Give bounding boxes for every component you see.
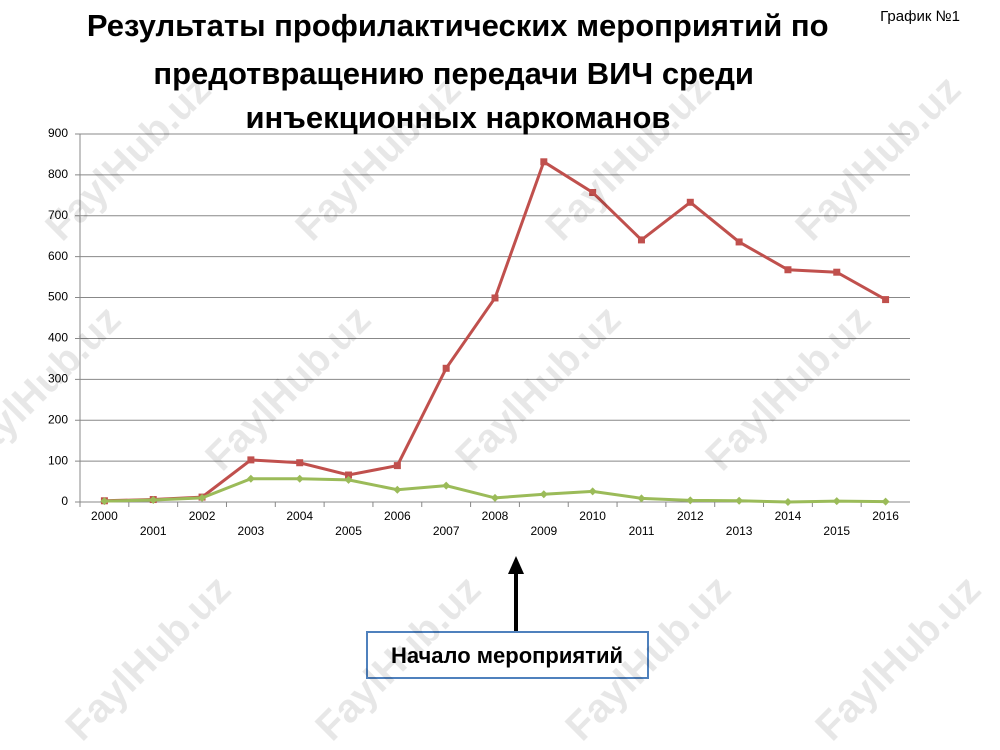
y-tick-label: 900: [48, 126, 68, 140]
chart-label: График №1: [880, 8, 960, 25]
marker: [295, 474, 304, 483]
x-tick-label: 2010: [579, 509, 606, 523]
watermark: FaylHub.uz: [0, 297, 129, 479]
marker: [296, 459, 304, 467]
x-tick-label: 2009: [530, 524, 557, 538]
x-tick-label: 2008: [482, 509, 509, 523]
watermark: FaylHub.uz: [287, 67, 469, 249]
title-line: Результаты профилактических мероприятий …: [87, 8, 829, 43]
annotation: Начало мероприятий: [391, 643, 623, 668]
marker: [345, 471, 353, 479]
marker: [539, 490, 548, 499]
chart-title: Результаты профилактических мероприятий …: [87, 8, 837, 135]
marker: [149, 495, 158, 504]
x-tick-label: 2001: [140, 524, 167, 538]
watermark: FaylHub.uz: [697, 297, 879, 479]
background-layer: 0 100 200 300 400 500 600 700 800 900 2000 2001 2002…: [48, 126, 910, 538]
marker: [832, 497, 841, 506]
y-tick-label: 500: [48, 290, 68, 304]
arrow-head: [508, 556, 524, 574]
marker: [588, 487, 597, 496]
x-tick-label: 2004: [286, 509, 313, 523]
title-line: предотвращению передачи ВИЧ среди: [153, 56, 754, 91]
y-tick-label: 300: [48, 372, 68, 386]
marker: [393, 485, 402, 494]
marker: [783, 498, 792, 506]
x-tick-label: 2006: [384, 509, 411, 523]
y-tick-label: 800: [48, 167, 68, 181]
x-tick-label: 2013: [726, 524, 753, 538]
marker: [637, 236, 645, 244]
marker: [882, 296, 890, 304]
watermark: FaylHub.uz: [37, 67, 219, 249]
marker: [735, 238, 743, 246]
marker: [833, 268, 841, 276]
marker: [686, 496, 695, 505]
marker: [686, 198, 694, 206]
x-tick-label: 2007: [433, 524, 460, 538]
y-tick-label: 400: [48, 331, 68, 345]
marker: [247, 456, 255, 464]
y-tick-label: 700: [48, 208, 68, 222]
x-tick-label: 2015: [823, 524, 850, 538]
x-tick-label: 2011: [629, 524, 655, 538]
marker: [881, 497, 890, 506]
watermark: FaylHub.uz: [197, 297, 379, 479]
marker: [589, 188, 597, 196]
marker: [198, 493, 207, 502]
marker: [246, 474, 255, 483]
y-tick-label: 0: [61, 494, 68, 508]
watermark: FaylHub.uz: [807, 567, 989, 749]
x-tick-label: 2003: [238, 524, 265, 538]
marker: [344, 475, 353, 484]
y-tick-label: 600: [48, 249, 68, 263]
marker: [784, 266, 792, 274]
y-tick-label: 200: [48, 412, 68, 426]
x-tick-label: 2012: [677, 509, 704, 523]
x-tick-label: 2005: [335, 524, 362, 538]
marker: [637, 494, 646, 503]
marker: [491, 294, 499, 302]
marker: [393, 462, 401, 470]
marker: [100, 497, 109, 506]
x-tick-label: 2016: [872, 509, 899, 523]
watermark: FaylHub.uz: [537, 67, 719, 249]
x-tick-label: 2002: [189, 509, 216, 523]
x-tick-label: 2014: [775, 509, 802, 523]
watermark: FaylHub.uz: [447, 297, 629, 479]
x-tick-label: 2000: [91, 509, 118, 523]
annotation-box: [366, 631, 649, 679]
marker: [491, 493, 499, 502]
marker: [540, 158, 548, 166]
watermark: FaylHub.uz: [57, 567, 239, 749]
marker: [442, 364, 450, 372]
marker: [735, 496, 744, 505]
title-line: инъекционных наркоманов: [246, 100, 671, 135]
y-tick-label: 100: [48, 453, 68, 467]
marker: [442, 481, 451, 490]
watermark: FaylHub.uz: [787, 67, 969, 249]
